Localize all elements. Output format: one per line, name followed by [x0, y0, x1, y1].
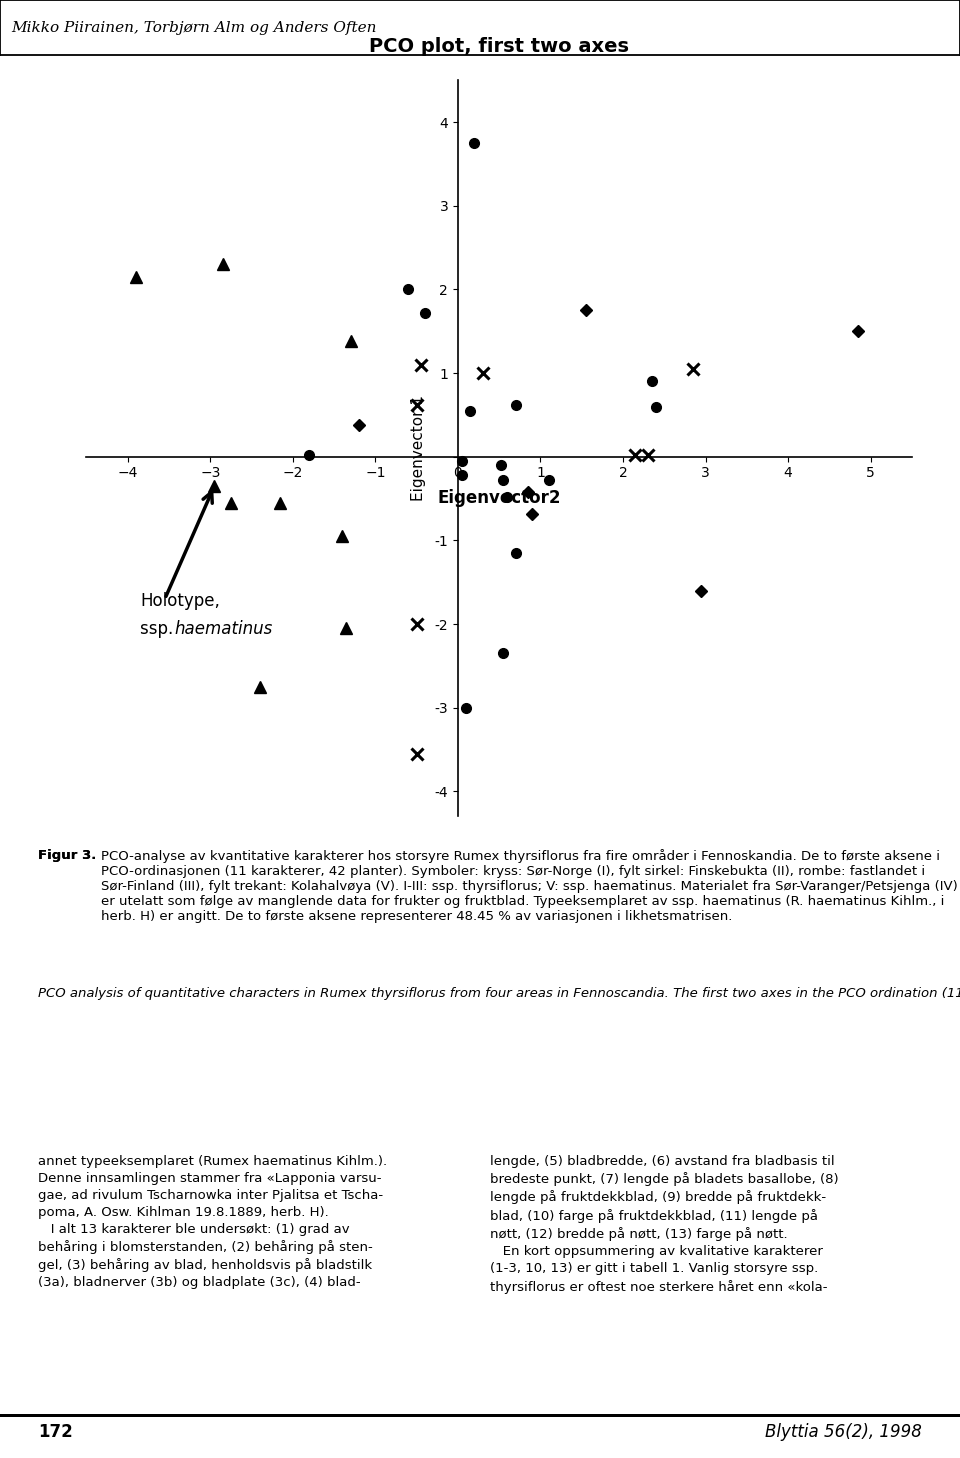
Text: Figur 3.: Figur 3.	[38, 849, 97, 862]
Text: lengde, (5) bladbredde, (6) avstand fra bladbasis til
bredeste punkt, (7) lengde: lengde, (5) bladbredde, (6) avstand fra …	[490, 1155, 838, 1293]
Title: PCO plot, first two axes: PCO plot, first two axes	[370, 38, 629, 57]
Text: annet typeeksemplaret (Rumex haematinus Kihlm.).
Denne innsamlingen stammer fra : annet typeeksemplaret (Rumex haematinus …	[38, 1155, 388, 1289]
Text: PCO analysis of quantitative characters in Rumex thyrsiflorus from four areas in: PCO analysis of quantitative characters …	[38, 987, 960, 1000]
Y-axis label: Eigenvector 1: Eigenvector 1	[411, 395, 426, 502]
Text: PCO-analyse av kvantitative karakterer hos storsyre: PCO-analyse av kvantitative karakterer h…	[104, 849, 461, 862]
X-axis label: Eigenvector2: Eigenvector2	[438, 488, 561, 507]
Text: ssp.: ssp.	[140, 620, 179, 637]
Text: haematinus: haematinus	[175, 620, 273, 637]
Text: Holotype,: Holotype,	[140, 592, 220, 611]
Text: PCO-analyse av kvantitative karakterer hos storsyre Rumex thyrsiflorus fra fire : PCO-analyse av kvantitative karakterer h…	[101, 849, 957, 923]
Text: Blyttia 56(2), 1998: Blyttia 56(2), 1998	[765, 1423, 922, 1441]
Text: Mikko Piirainen, Torbjørn Alm og Anders Often: Mikko Piirainen, Torbjørn Alm og Anders …	[12, 20, 377, 35]
Text: Figur 3.: Figur 3.	[38, 849, 97, 862]
Text: 172: 172	[38, 1423, 73, 1441]
